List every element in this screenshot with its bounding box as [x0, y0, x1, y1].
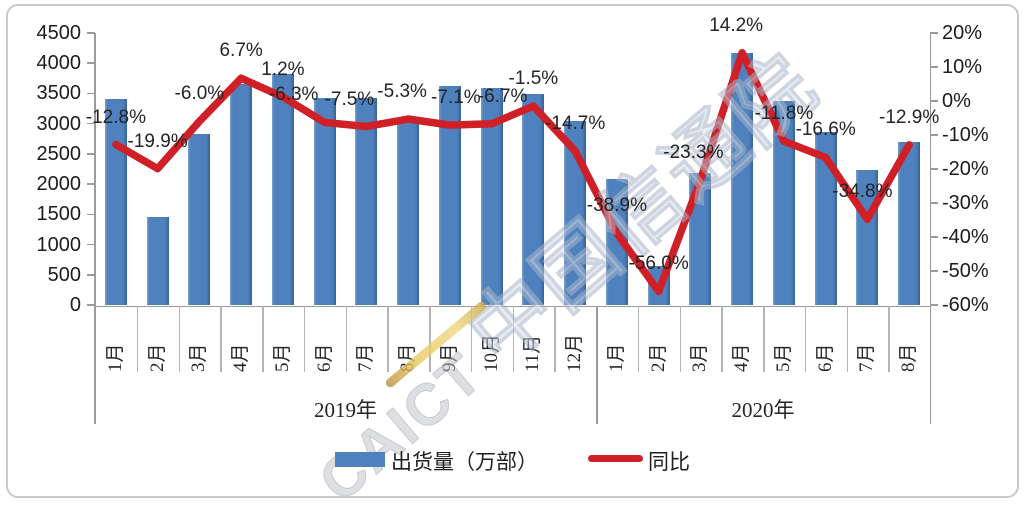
month-separator: [512, 305, 514, 372]
left-axis-tick-label: 0: [69, 294, 81, 316]
right-axis-tick-label: 0%: [942, 90, 971, 112]
left-axis-tick: [87, 213, 95, 216]
left-axis-tick: [87, 274, 95, 276]
right-axis-tick: [930, 304, 938, 306]
right-axis-tick-label: -30%: [942, 192, 989, 214]
month-separator: [721, 305, 723, 372]
left-axis-tick-label: 2500: [36, 142, 82, 165]
month-separator: [303, 305, 306, 372]
right-axis-tick: [930, 236, 938, 238]
left-axis-tick: [87, 153, 95, 155]
year-label: 2020年: [731, 398, 795, 422]
month-separator: [554, 305, 556, 372]
left-axis-tick-label: 1500: [36, 203, 82, 226]
left-axis-tick-label: 2000: [36, 173, 82, 196]
right-axis-tick-label: -10%: [942, 124, 989, 146]
left-axis-tick-label: 4500: [36, 22, 82, 44]
month-separator: [470, 305, 473, 372]
month-separator: [429, 305, 431, 372]
month-separator: [804, 305, 807, 372]
right-axis-tick: [930, 134, 938, 136]
right-axis-tick: [930, 270, 938, 272]
right-axis-tick-label: -50%: [942, 260, 989, 282]
left-axis-tick-label: 3500: [36, 82, 82, 105]
right-axis-tick-label: -20%: [942, 158, 989, 180]
left-axis-tick: [87, 183, 95, 185]
month-separator: [136, 305, 139, 372]
month-separator: [178, 305, 180, 372]
left-axis-tick: [87, 92, 95, 95]
left-axis-tick-label: 3000: [36, 112, 82, 135]
legend-line-swatch: [588, 455, 643, 462]
left-axis-tick: [87, 304, 95, 306]
month-separator: [345, 305, 347, 372]
month-separator: [763, 305, 765, 372]
right-axis-line: [929, 33, 931, 424]
left-axis-tick: [87, 243, 95, 246]
month-separator: [637, 305, 640, 372]
right-axis-tick-label: 10%: [942, 56, 983, 78]
right-axis-tick-label: -60%: [942, 294, 989, 316]
left-axis-tick: [87, 62, 95, 64]
right-axis-tick: [930, 66, 938, 68]
month-separator: [846, 305, 848, 372]
left-axis-tick-label: 4000: [36, 52, 82, 75]
month-separator: [387, 305, 389, 372]
left-axis-tick: [87, 32, 95, 34]
left-axis-line: [94, 33, 96, 424]
left-axis-tick-label: 500: [47, 263, 81, 286]
right-axis-tick: [930, 100, 938, 102]
legend-bar-label: 出货量（万部）: [391, 450, 538, 474]
left-axis-tick: [87, 122, 95, 125]
year-label: 2019年: [314, 398, 377, 422]
right-axis-tick: [930, 168, 938, 170]
year-separator: [596, 305, 598, 424]
data-label: 14.2%: [709, 14, 764, 36]
left-axis-tick-label: 1000: [36, 233, 82, 256]
right-axis-tick: [930, 32, 938, 34]
right-axis-tick-label: 20%: [942, 22, 983, 44]
right-axis-tick-label: -40%: [942, 226, 989, 248]
month-separator: [262, 305, 264, 372]
right-axis-tick: [930, 202, 938, 204]
legend-line-label: 同比: [648, 450, 690, 474]
month-separator: [220, 305, 222, 372]
legend-bar-swatch: [335, 452, 385, 467]
month-separator: [679, 305, 681, 372]
month-separator: [888, 305, 890, 372]
